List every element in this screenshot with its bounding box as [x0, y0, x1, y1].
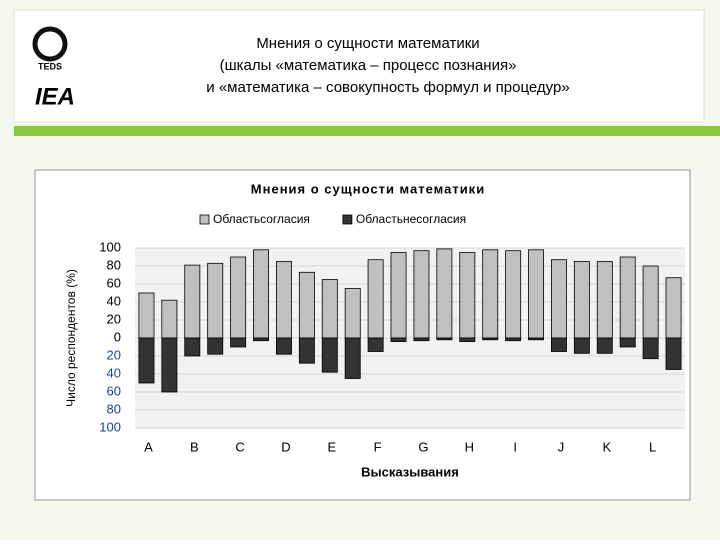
legend-label: Областьсогласия: [213, 212, 310, 226]
bar: [321, 337, 338, 373]
bar: [528, 249, 545, 339]
bar: [436, 248, 453, 339]
y-tick-label: 60: [107, 275, 121, 290]
bar: [367, 259, 384, 339]
slide-title: (шкалы «математика – процесс познания»: [220, 57, 517, 74]
x-tick-label: L: [649, 439, 656, 454]
bar: [390, 252, 407, 339]
x-tick-label: G: [418, 439, 428, 454]
green-band: [14, 126, 720, 136]
teds-logo-mark: [32, 26, 68, 62]
x-tick-label: D: [281, 439, 290, 454]
bar: [275, 337, 292, 355]
y-tick-label: 40: [107, 365, 121, 380]
bar: [482, 337, 499, 341]
x-tick-label: E: [327, 439, 336, 454]
bar: [184, 264, 201, 339]
y-tick-label: 80: [107, 257, 121, 272]
bar: [138, 292, 155, 339]
bar: [619, 337, 636, 348]
legend-label: Областьнесогласия: [356, 212, 466, 226]
bar: [253, 337, 270, 342]
x-tick-label: J: [558, 439, 565, 454]
x-tick-label: I: [513, 439, 517, 454]
bar: [161, 299, 178, 339]
x-tick-label: K: [602, 439, 611, 454]
bar: [459, 337, 476, 342]
bar: [619, 256, 636, 339]
y-axis-label: Число респондентов (%): [64, 269, 78, 407]
y-tick-label: 100: [99, 419, 121, 434]
bar: [253, 249, 270, 339]
y-tick-label: 20: [107, 311, 121, 326]
logo-text: TEDS: [38, 61, 62, 71]
bar: [298, 271, 315, 339]
bar: [596, 261, 613, 339]
bar: [184, 337, 201, 357]
x-tick-label: B: [190, 439, 199, 454]
bar: [230, 256, 247, 339]
y-tick-label: 0: [114, 329, 121, 344]
bar: [207, 337, 224, 355]
x-tick-label: F: [374, 439, 382, 454]
bar: [230, 337, 247, 348]
bar: [550, 337, 567, 352]
bar: [413, 337, 430, 342]
bar: [528, 337, 545, 341]
bar: [207, 262, 224, 339]
bar: [275, 261, 292, 339]
bar: [161, 337, 178, 393]
y-tick-label: 40: [107, 293, 121, 308]
bar: [298, 337, 315, 364]
bar: [573, 337, 590, 354]
legend-swatch: [199, 214, 210, 225]
bar: [505, 337, 522, 342]
bar: [665, 277, 682, 339]
bar: [642, 337, 659, 360]
y-tick-label: 80: [107, 401, 121, 416]
x-axis-label: Высказывания: [361, 464, 459, 479]
slide-title: Мнения о сущности математики: [256, 35, 479, 52]
logo-text: IEA: [35, 83, 75, 110]
bar: [138, 337, 155, 384]
header-box: [13, 9, 705, 123]
bar: [459, 252, 476, 339]
x-tick-label: A: [144, 439, 153, 454]
y-tick-label: 60: [107, 383, 121, 398]
slide-title: и «математика – совокупность формул и пр…: [206, 79, 569, 96]
y-tick-label: 20: [107, 347, 121, 362]
bar: [596, 337, 613, 354]
chart-title: Мнения о сущности математики: [251, 181, 485, 196]
y-tick-label: 100: [99, 239, 121, 254]
legend-swatch: [342, 214, 353, 225]
bar: [573, 261, 590, 339]
bar: [413, 250, 430, 339]
bar: [367, 337, 384, 352]
bar: [482, 249, 499, 339]
x-tick-label: C: [235, 439, 244, 454]
bar: [505, 250, 522, 339]
bar: [642, 265, 659, 339]
bar: [550, 259, 567, 339]
bar: [321, 279, 338, 339]
bar: [436, 337, 453, 341]
bar: [390, 337, 407, 342]
bar: [344, 337, 361, 379]
bar: [344, 288, 361, 339]
x-tick-label: H: [465, 439, 474, 454]
bar: [665, 337, 682, 370]
